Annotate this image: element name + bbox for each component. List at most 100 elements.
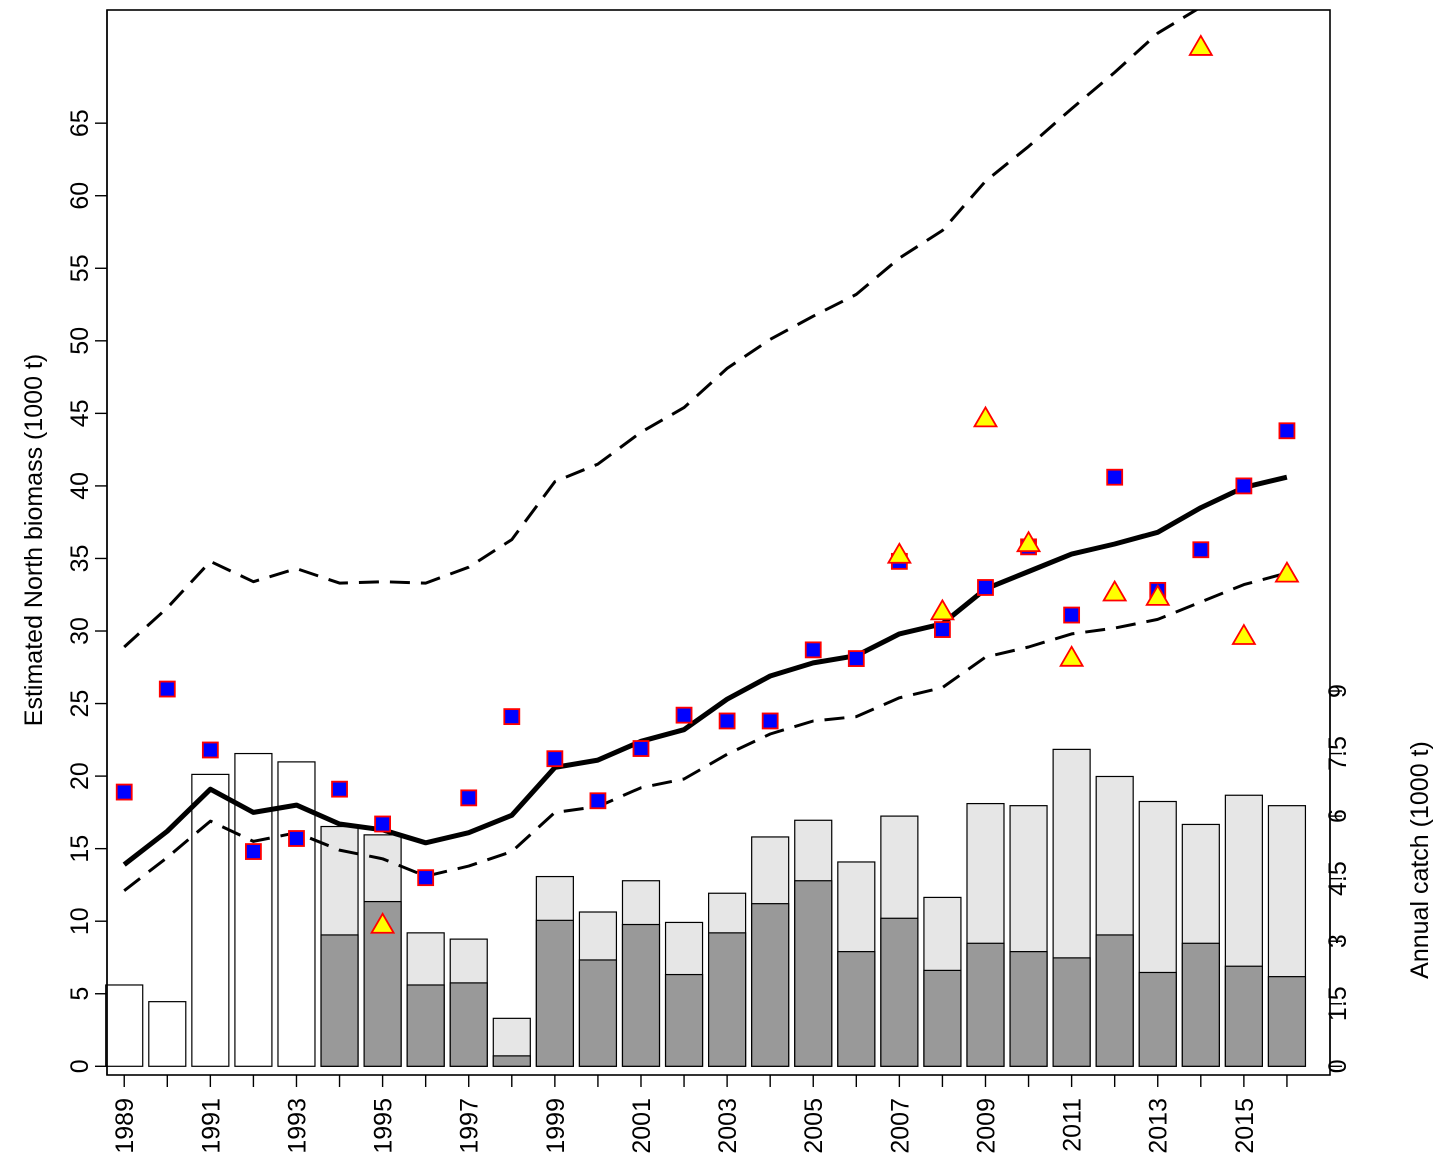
catch-bar-component — [492, 1055, 531, 1067]
catch-bar-component — [1181, 942, 1220, 1067]
y2-tick-label: 4.5 — [1324, 861, 1352, 896]
y-tick-label: 10 — [66, 907, 94, 935]
catch-bar-component — [1267, 976, 1307, 1067]
y-tick-label: 55 — [66, 254, 94, 282]
catch-bar-component — [578, 959, 618, 1067]
y2-tick-label: 7.5 — [1324, 736, 1352, 771]
catch-bar-component — [664, 973, 704, 1067]
x-tick-label: 2005 — [800, 1098, 828, 1154]
index-points — [115, 34, 1300, 934]
x-tick-label: 2001 — [628, 1098, 656, 1154]
x-tick-label: 2009 — [973, 1098, 1001, 1154]
x-tick-label: 1989 — [111, 1098, 139, 1154]
y-tick-label: 25 — [66, 690, 94, 718]
x-tick-label: 1993 — [284, 1098, 312, 1154]
x-tick-label: 2011 — [1059, 1098, 1087, 1152]
x-tick-label: 1997 — [456, 1098, 484, 1154]
square-point — [201, 741, 219, 759]
y2-tick-label: 0 — [1324, 1059, 1352, 1073]
square-point — [1192, 541, 1210, 559]
catch-bar-component — [320, 934, 359, 1067]
catch-bar-component — [363, 900, 402, 1067]
catch-bar-component — [1052, 957, 1091, 1067]
triangle-point — [370, 911, 396, 934]
catch-bar-component — [1095, 934, 1134, 1067]
triangle-point — [1102, 579, 1128, 602]
square-point — [847, 650, 865, 667]
square-point — [632, 740, 650, 757]
square-point — [718, 712, 736, 730]
catch-bar-component — [449, 982, 488, 1067]
triangle-point — [929, 598, 955, 621]
square-point — [675, 706, 693, 724]
triangle-point — [1015, 530, 1042, 553]
catch-bar-component — [1224, 965, 1263, 1067]
catch-bars — [105, 748, 1307, 1067]
y-tick-label: 0 — [66, 1059, 94, 1073]
square-point — [158, 680, 176, 698]
catch-bar — [148, 1001, 187, 1067]
y2-tick-label: 3 — [1324, 934, 1352, 948]
square-point — [503, 708, 521, 726]
y-axis-right: 0 1.5 3 4.5 6 7.5 9 — [1324, 684, 1352, 1073]
catch-bar-component — [966, 942, 1005, 1067]
square-point — [1063, 606, 1081, 624]
x-tick-label: 2007 — [886, 1098, 914, 1154]
square-point — [589, 792, 607, 810]
square-point — [417, 869, 435, 887]
y2-axis-title: Annual catch (1000 t) — [1406, 741, 1434, 979]
catch-bar-component — [708, 932, 747, 1067]
triangle-point — [1231, 623, 1257, 645]
x-tick-label: 2015 — [1231, 1098, 1259, 1154]
x-tick-label: 1999 — [542, 1098, 570, 1154]
y-axis-left: 0 5 10 15 20 25 30 35 40 45 50 55 60 65 — [66, 10, 108, 1075]
catch-bar — [234, 752, 273, 1067]
catch-bar-component — [406, 984, 445, 1067]
square-point — [761, 712, 779, 730]
square-point — [804, 641, 822, 659]
ci-line — [123, 10, 1199, 649]
y-tick-label: 20 — [66, 762, 94, 790]
catch-bar-component — [794, 880, 833, 1067]
catch-bar-component — [1138, 971, 1177, 1067]
y2-tick-label: 9 — [1324, 684, 1352, 698]
triangle-point — [1188, 34, 1214, 56]
y-tick-label: 65 — [66, 109, 94, 137]
square-point — [288, 830, 305, 847]
triangle-point — [972, 405, 999, 428]
y-tick-label: 50 — [66, 327, 94, 355]
square-point — [374, 815, 392, 833]
y-tick-label: 45 — [66, 399, 94, 427]
x-axis: 1989 1991 1993 1995 1997 1999 2001 2003 2005 2007… — [111, 1075, 1288, 1154]
biomass-lines — [122, 10, 1288, 892]
y-axis-title: Estimated North biomass (1000 t) — [20, 354, 48, 726]
x-tick-label: 2013 — [1145, 1098, 1173, 1154]
y-tick-label: 40 — [66, 472, 94, 500]
triangle-point — [886, 541, 912, 564]
y-tick-label: 35 — [66, 545, 94, 573]
y2-tick-label: 6 — [1324, 809, 1352, 823]
y-tick-label: 15 — [66, 835, 94, 863]
catch-bar — [105, 984, 144, 1067]
catch-bar-component — [1009, 951, 1048, 1067]
square-point — [245, 843, 262, 860]
square-point — [1235, 477, 1253, 495]
triangle-point — [1145, 584, 1171, 606]
catch-bar-component — [880, 917, 919, 1067]
square-point — [115, 783, 133, 801]
x-tick-label: 2003 — [714, 1098, 742, 1154]
biomass-line — [122, 474, 1288, 867]
x-tick-label: 1991 — [197, 1098, 225, 1154]
square-point — [1278, 422, 1296, 440]
square-point — [934, 621, 951, 638]
ci-line — [123, 571, 1288, 892]
catch-bar-component — [535, 919, 574, 1067]
y-tick-label: 30 — [66, 617, 94, 645]
x-tick-label: 1995 — [370, 1098, 398, 1154]
catch-bar-component — [751, 903, 790, 1067]
y-tick-label: 60 — [66, 182, 94, 210]
square-point — [977, 579, 994, 596]
catch-bar-component — [923, 969, 962, 1067]
square-point — [331, 780, 348, 798]
